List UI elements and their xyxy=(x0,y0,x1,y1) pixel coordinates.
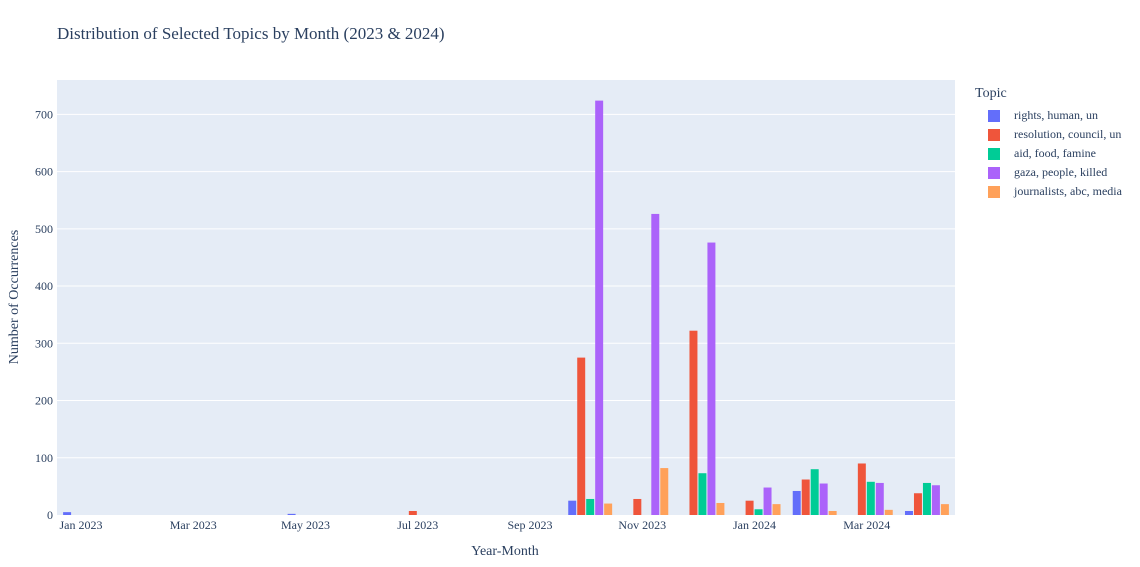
bar xyxy=(287,513,296,515)
bar xyxy=(660,468,669,515)
bar xyxy=(922,482,931,515)
legend-label: gaza, people, killed xyxy=(1014,165,1108,179)
bar xyxy=(857,463,866,515)
bar xyxy=(586,498,595,515)
y-tick-label: 300 xyxy=(35,336,53,350)
bar xyxy=(866,481,875,515)
bar xyxy=(689,330,698,515)
legend-item[interactable]: aid, food, famine xyxy=(975,144,1122,163)
legend-item[interactable]: resolution, council, un xyxy=(975,125,1122,144)
bar xyxy=(792,490,801,515)
bar xyxy=(604,503,613,515)
bar xyxy=(904,510,913,515)
y-tick-label: 100 xyxy=(35,451,53,465)
x-tick-label: Sep 2023 xyxy=(508,518,553,532)
x-tick-label: Jul 2023 xyxy=(397,518,438,532)
bar xyxy=(698,473,707,515)
legend-swatch xyxy=(988,128,1000,141)
bar xyxy=(828,510,837,515)
y-tick-label: 0 xyxy=(47,508,53,522)
bar xyxy=(940,504,949,516)
gridlines xyxy=(57,113,955,459)
bar xyxy=(801,479,810,515)
bar xyxy=(716,502,725,515)
legend-swatch xyxy=(988,147,1000,160)
legend-label: aid, food, famine xyxy=(1014,146,1096,160)
x-tick-label: Mar 2024 xyxy=(843,518,890,532)
bar xyxy=(577,357,586,515)
y-axis-label: Number of Occurrences xyxy=(7,230,22,365)
legend-label: resolution, council, un xyxy=(1014,127,1122,141)
bar xyxy=(595,100,604,516)
y-tick-label: 200 xyxy=(35,394,53,408)
x-axis-label: Year-Month xyxy=(471,544,539,559)
legend-item[interactable]: rights, human, un xyxy=(975,106,1122,125)
y-tick-label: 400 xyxy=(35,279,53,293)
legend-title: Topic xyxy=(975,86,1007,101)
legend-swatch xyxy=(988,109,1000,122)
legend-swatch xyxy=(988,185,1000,198)
bar xyxy=(63,512,72,515)
bar xyxy=(568,500,577,515)
bar xyxy=(651,213,660,515)
bars-group xyxy=(63,100,949,516)
bar xyxy=(931,485,940,515)
bar xyxy=(754,509,763,515)
bar xyxy=(408,510,417,515)
legend: Topic rights, human, un resolution, counc… xyxy=(975,86,1122,201)
chart-title: Distribution of Selected Topics by Month… xyxy=(57,24,445,43)
bar xyxy=(913,493,922,515)
legend-swatch xyxy=(988,166,1000,179)
bar xyxy=(633,498,642,515)
x-tick-label: Jan 2024 xyxy=(733,518,776,532)
x-axis-ticks: Jan 2023 Mar 2023 May 2023 Jul 2023 Sep 2023… xyxy=(60,518,891,532)
bar xyxy=(763,487,772,515)
bar xyxy=(707,242,716,516)
y-tick-label: 600 xyxy=(35,165,53,179)
bar xyxy=(745,500,754,515)
x-tick-label: Nov 2023 xyxy=(618,518,666,532)
legend-label: rights, human, un xyxy=(1014,108,1098,122)
plot-background xyxy=(57,80,955,515)
bar xyxy=(819,483,828,515)
bar xyxy=(875,482,884,515)
x-tick-label: May 2023 xyxy=(281,518,330,532)
legend-item[interactable]: journalists, abc, media xyxy=(975,182,1122,201)
legend-item[interactable]: gaza, people, killed xyxy=(975,163,1122,182)
y-tick-label: 700 xyxy=(35,107,53,121)
x-tick-label: Mar 2023 xyxy=(170,518,217,532)
legend-label: journalists, abc, media xyxy=(1014,184,1122,198)
bar xyxy=(884,509,893,515)
bar xyxy=(772,504,781,516)
x-tick-label: Jan 2023 xyxy=(60,518,103,532)
y-axis-ticks: 0 100 200 300 400 500 600 700 xyxy=(35,107,53,522)
bar xyxy=(810,469,819,515)
y-tick-label: 500 xyxy=(35,222,53,236)
